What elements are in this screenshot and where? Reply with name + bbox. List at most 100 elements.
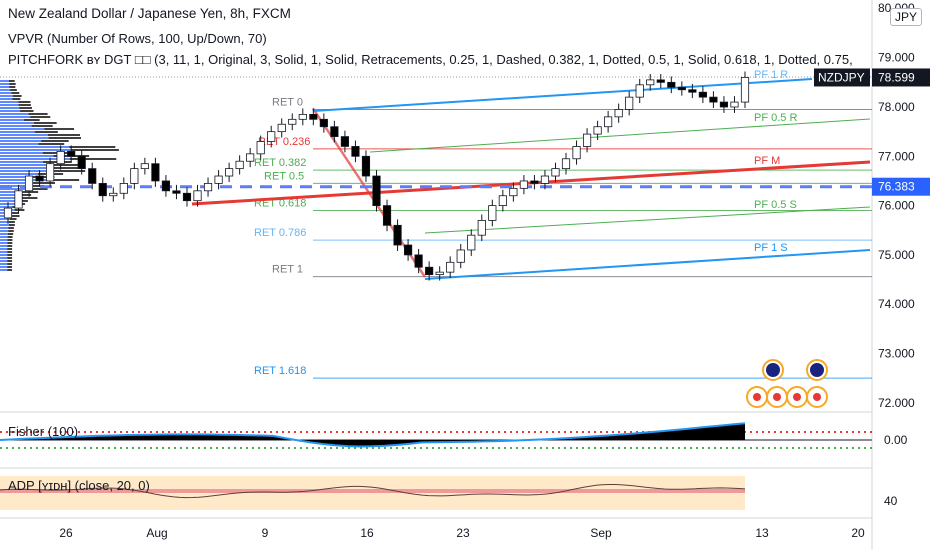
vpvr-bar-up	[0, 95, 13, 97]
pitchfork-label-pf05s: PF 0.5 S	[754, 199, 797, 211]
candle-down	[67, 150, 76, 157]
candle-up	[730, 101, 739, 108]
vpvr-bar-up	[0, 80, 9, 82]
vpvr-bar-down	[7, 239, 13, 241]
vpvr-bar-up	[0, 248, 8, 250]
candle-down	[656, 79, 665, 83]
vpvr-bar-up	[0, 239, 8, 241]
candle-up	[277, 123, 286, 133]
candle-up	[14, 190, 23, 209]
vpvr-bar-down	[50, 167, 85, 169]
candle-down	[382, 205, 392, 226]
candle-down	[698, 91, 707, 98]
vpvr-bar-down	[7, 263, 13, 265]
candle-down	[151, 163, 160, 182]
vpvr-bar-down	[28, 113, 48, 115]
vpvr-bar-down	[34, 131, 58, 133]
price-tick-label: 78.000	[878, 100, 915, 114]
candle-up	[46, 163, 55, 182]
price-tick-label: 73.000	[878, 347, 915, 361]
vpvr-bar-down	[26, 185, 45, 187]
candle-up	[256, 141, 265, 155]
candle-down	[319, 118, 328, 128]
pitchfork-half-upper	[369, 118, 871, 153]
vpvr-bar-up	[0, 110, 21, 112]
fisher-tick-label: 0.00	[884, 433, 908, 447]
candle-down	[98, 183, 107, 197]
vpvr-bar-down	[7, 242, 13, 244]
vpvr-bar-down	[7, 257, 13, 259]
candle-up	[214, 175, 223, 184]
vpvr-bar-up	[0, 113, 29, 115]
vpvr-bar-up	[0, 182, 33, 184]
candle-down	[161, 180, 171, 192]
vpvr-bar-up	[0, 260, 8, 262]
vpvr-bar-down	[10, 212, 19, 214]
candle-down	[425, 266, 434, 276]
vpvr-bar-up	[0, 173, 38, 175]
vpvr-bar-up	[0, 221, 9, 223]
candle-down	[688, 89, 697, 93]
jp-flag-event-icon-dot	[793, 393, 801, 401]
vpvr-bar-down	[38, 143, 65, 145]
vpvr-bar-up	[0, 191, 23, 193]
jp-flag-event-icon-dot	[813, 393, 821, 401]
fib-label-ret0786: RET 0.786	[254, 227, 306, 239]
candle-up	[572, 146, 581, 160]
vpvr-bar-down	[18, 101, 31, 103]
vpvr-bar-up	[0, 251, 8, 253]
vpvr-bar-down	[71, 149, 119, 151]
vpvr-bar-down	[31, 125, 53, 127]
vpvr-indicator-label[interactable]: VPVR (Number Of Rows, 100, Up/Down, 70)	[8, 31, 267, 46]
vpvr-bar-up	[0, 200, 17, 202]
vpvr-bar-down	[33, 122, 57, 124]
candle-down	[530, 180, 539, 184]
vpvr-bar-down	[7, 251, 13, 253]
vpvr-bar-down	[20, 110, 34, 112]
vpvr-bar-down	[7, 245, 13, 247]
candle-up	[235, 160, 244, 170]
last-price-tag	[872, 68, 930, 87]
vpvr-bar-up	[0, 143, 39, 145]
currency-button[interactable]: JPY	[889, 8, 922, 26]
candle-down	[77, 155, 86, 170]
vpvr-bar-up	[0, 152, 43, 154]
time-tick-label: 16	[360, 526, 374, 540]
candle-down	[351, 146, 360, 157]
vpvr-bar-down	[11, 92, 20, 94]
vpvr-bar-down	[14, 209, 25, 211]
vpvr-bar-down	[8, 80, 15, 82]
last-price-label: 78.599	[878, 70, 915, 84]
vpvr-bar-down	[8, 230, 14, 232]
vpvr-bar-down	[47, 179, 80, 181]
vpvr-bar-down	[7, 248, 13, 250]
vpvr-bar-up	[0, 137, 49, 139]
fisher-indicator-label[interactable]: Fisher (100)	[8, 424, 79, 439]
price-tick-label: 79.000	[878, 51, 915, 65]
vpvr-bar-up	[0, 89, 11, 91]
vpvr-bar-down	[22, 191, 39, 193]
adp-indicator-label[interactable]: ADP [ʏɪᴅʜ] (close, 20, 0)	[8, 478, 150, 493]
candle-down	[677, 86, 686, 91]
candle-up	[604, 116, 613, 128]
vpvr-bar-up	[0, 257, 8, 259]
pitchfork-indicator-label[interactable]: PITCHFORK ʙʏ DGT □□ (3, 11, 1, Original,…	[8, 52, 853, 67]
fib-label-ret1618: RET 1.618	[254, 365, 306, 377]
vpvr-bar-up	[0, 218, 10, 220]
fib-label-ret0236: RET 0.236	[258, 136, 310, 148]
vpvr-bar-down	[9, 86, 16, 88]
vpvr-bar-down	[22, 197, 38, 199]
pitchfork-half-lower	[424, 206, 871, 234]
candle-up	[740, 77, 750, 103]
vpvr-bar-up	[0, 146, 70, 148]
vpvr-bar-down	[48, 164, 82, 166]
vpvr-bar-down	[19, 107, 32, 109]
candle-up	[467, 234, 476, 251]
vpvr-bar-up	[0, 134, 49, 136]
candle-up	[435, 271, 444, 276]
jp-flag-event-icon-dot	[773, 393, 781, 401]
vpvr-bar-down	[28, 188, 48, 190]
candle-down	[719, 101, 729, 108]
vpvr-bar-down	[7, 254, 13, 256]
